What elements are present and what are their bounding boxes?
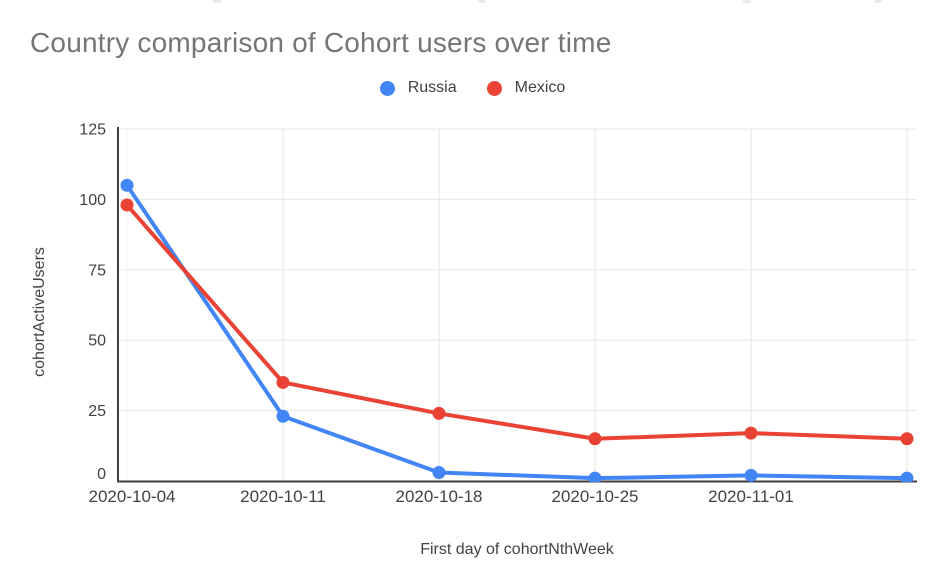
data-point	[276, 409, 290, 423]
legend-item-russia: Russia	[379, 79, 457, 97]
cropped-text-artifact	[743, 0, 751, 3]
data-point	[900, 432, 914, 446]
data-point	[120, 198, 134, 212]
y-tick-label: 50	[88, 333, 106, 350]
cropped-text-artifact	[478, 0, 486, 3]
x-axis-title: First day of cohortNthWeek	[420, 541, 614, 558]
series-line-mexico	[125, 203, 909, 441]
data-point	[432, 406, 446, 420]
chart-title: Country comparison of Cohort users over …	[30, 27, 612, 58]
y-tick-labels: 0 25 50 75 100 125	[79, 122, 106, 484]
legend-item-mexico: Mexico	[486, 79, 566, 97]
x-tick-label: 2020-10-25	[552, 487, 639, 506]
y-tick-label: 75	[88, 262, 106, 279]
horizontal-gridlines	[118, 128, 917, 412]
y-tick-label: 0	[97, 466, 106, 483]
y-tick-label: 25	[88, 403, 106, 420]
y-axis-title: cohortActiveUsers	[31, 247, 48, 377]
x-tick-label: 2020-11-01	[708, 487, 794, 506]
legend-dot-mexico	[486, 80, 502, 96]
chart-legend: Russia Mexico	[0, 76, 945, 100]
series-markers-mexico	[120, 198, 914, 446]
cropped-text-artifact	[874, 0, 882, 3]
series-markers-russia	[120, 178, 914, 482]
x-tick-label: 2020-10-04	[89, 487, 176, 506]
legend-label: Russia	[407, 79, 457, 96]
data-point	[120, 178, 134, 192]
data-point	[588, 432, 602, 446]
cropped-text-artifact	[213, 0, 221, 3]
x-tick-labels: 2020-10-04 2020-10-11 2020-10-18 2020-10-25…	[89, 487, 794, 506]
legend-dot-russia	[379, 80, 395, 96]
data-point	[744, 468, 758, 482]
y-tick-label: 125	[79, 122, 106, 139]
x-tick-label: 2020-10-11	[240, 487, 326, 506]
data-point	[276, 375, 290, 389]
x-tick-label: 2020-10-18	[396, 487, 483, 506]
data-point	[744, 426, 758, 440]
data-point	[588, 471, 602, 482]
data-point	[900, 471, 914, 482]
legend-label: Mexico	[514, 79, 566, 96]
y-tick-label: 100	[79, 192, 106, 209]
vertical-gridlines	[126, 129, 908, 481]
data-point	[432, 466, 446, 480]
series-line-russia	[125, 183, 909, 481]
